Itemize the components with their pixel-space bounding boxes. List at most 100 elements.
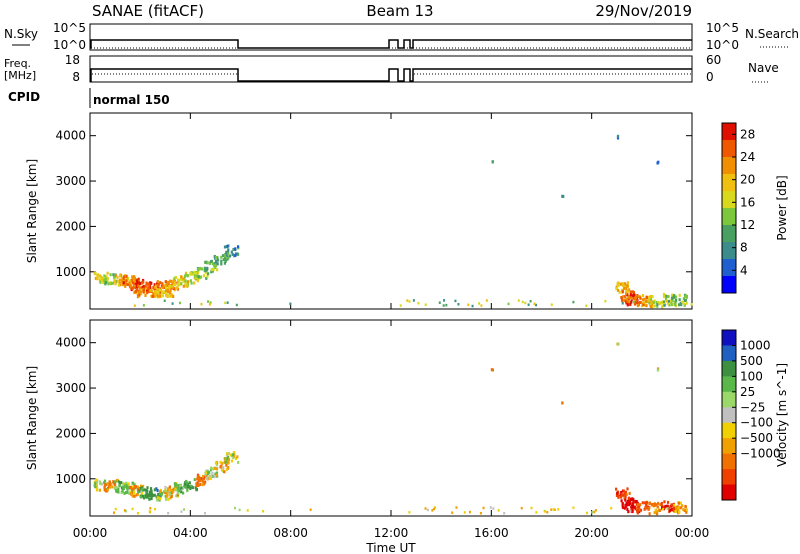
power-cell bbox=[166, 287, 169, 291]
velocity-cell bbox=[183, 508, 186, 511]
velocity-cell bbox=[117, 487, 120, 491]
power-cell bbox=[667, 301, 670, 305]
velocity-cell bbox=[236, 455, 239, 459]
velocity-cell bbox=[186, 485, 189, 489]
velocity-cell bbox=[666, 507, 669, 510]
power-cell bbox=[135, 279, 139, 283]
velocity-cell bbox=[122, 485, 125, 489]
power-cell bbox=[216, 268, 219, 272]
power-cell bbox=[638, 300, 642, 304]
power-cell bbox=[116, 279, 119, 283]
velocity-cell bbox=[136, 488, 140, 492]
power-cell bbox=[208, 261, 211, 265]
velocity-cell bbox=[673, 505, 676, 509]
power-cell bbox=[647, 298, 650, 302]
power-cell bbox=[221, 254, 225, 258]
power-cell bbox=[189, 279, 192, 283]
power-cell bbox=[621, 302, 624, 305]
power-cell bbox=[152, 286, 155, 290]
power-cell bbox=[572, 300, 575, 304]
power-cell bbox=[187, 280, 190, 284]
power-cell bbox=[168, 279, 172, 283]
velocity-ytick-label: 1000 bbox=[55, 472, 86, 486]
velocity-cell bbox=[149, 506, 152, 510]
velocity-cell bbox=[625, 492, 628, 496]
velocity-cell bbox=[620, 490, 623, 494]
power-cell bbox=[616, 282, 619, 286]
velocity-cell bbox=[214, 461, 218, 465]
power-cell bbox=[142, 289, 145, 293]
power-cell bbox=[664, 297, 668, 301]
power-cell bbox=[144, 284, 147, 288]
velocity-cell bbox=[183, 485, 186, 489]
velocity-cell bbox=[222, 466, 225, 470]
velocity-cell bbox=[684, 505, 687, 509]
velocity-cell bbox=[655, 503, 658, 507]
power-cell bbox=[153, 283, 156, 287]
power-cell bbox=[662, 295, 666, 299]
velocity-cell bbox=[172, 487, 175, 491]
power-cell bbox=[130, 279, 134, 283]
velocity-cell bbox=[112, 480, 115, 484]
velocity-cell bbox=[160, 491, 164, 495]
power-cell bbox=[670, 296, 674, 300]
velocity-cell bbox=[219, 465, 222, 469]
power-cell bbox=[122, 275, 126, 279]
power-cell bbox=[189, 271, 192, 275]
velocity-cell bbox=[660, 501, 663, 505]
power-cell bbox=[141, 280, 144, 284]
power-cell bbox=[216, 256, 219, 260]
power-cell bbox=[164, 291, 167, 295]
velocity-cell bbox=[149, 487, 153, 491]
velocity-cell bbox=[176, 486, 180, 490]
power-cell bbox=[645, 296, 649, 300]
velocity-cell bbox=[224, 460, 227, 464]
power-cell bbox=[648, 295, 651, 299]
power-cell bbox=[424, 303, 427, 306]
power-cell bbox=[114, 282, 117, 286]
power-cell bbox=[133, 278, 137, 282]
power-cell bbox=[408, 300, 411, 303]
velocity-cell bbox=[648, 502, 651, 506]
power-cell bbox=[656, 304, 659, 308]
velocity-cell bbox=[194, 486, 197, 490]
power-cell bbox=[562, 194, 565, 198]
power-cell bbox=[204, 269, 207, 273]
velocity-cell bbox=[616, 491, 619, 495]
velocity-colorbar-frame bbox=[721, 329, 737, 501]
power-cell bbox=[144, 293, 147, 297]
power-cell bbox=[667, 295, 670, 299]
power-cell bbox=[626, 293, 629, 297]
power-cell bbox=[134, 290, 138, 294]
power-cell bbox=[139, 287, 142, 291]
power-cell bbox=[145, 286, 148, 290]
velocity-cell bbox=[233, 506, 236, 510]
power-cell bbox=[203, 266, 206, 270]
velocity-cell bbox=[106, 486, 110, 490]
power-cell bbox=[134, 282, 137, 286]
power-cell bbox=[140, 292, 143, 296]
power-ytick-label: 1000 bbox=[55, 265, 86, 279]
velocity-cell bbox=[94, 485, 97, 489]
velocity-cell bbox=[155, 487, 158, 491]
velocity-cell bbox=[95, 486, 99, 490]
velocity-cell bbox=[553, 508, 556, 511]
power-cell bbox=[173, 283, 176, 287]
power-colorbar-segment bbox=[722, 259, 736, 277]
power-cell bbox=[222, 258, 225, 262]
power-cell bbox=[195, 274, 198, 278]
velocity-cell bbox=[678, 506, 681, 510]
velocity-cell bbox=[219, 460, 222, 464]
velocity-cell bbox=[468, 510, 471, 514]
velocity-cell bbox=[96, 480, 99, 484]
power-cell bbox=[102, 280, 105, 284]
velocity-cell bbox=[109, 482, 112, 486]
power-cell bbox=[148, 287, 151, 291]
velocity-cell bbox=[146, 492, 149, 496]
velocity-cell bbox=[634, 507, 637, 511]
cpid-value: normal 150 bbox=[93, 93, 170, 107]
velocity-cell bbox=[676, 505, 680, 509]
power-cell bbox=[103, 278, 106, 282]
velocity-cell bbox=[158, 492, 162, 496]
power-cell bbox=[630, 300, 633, 304]
